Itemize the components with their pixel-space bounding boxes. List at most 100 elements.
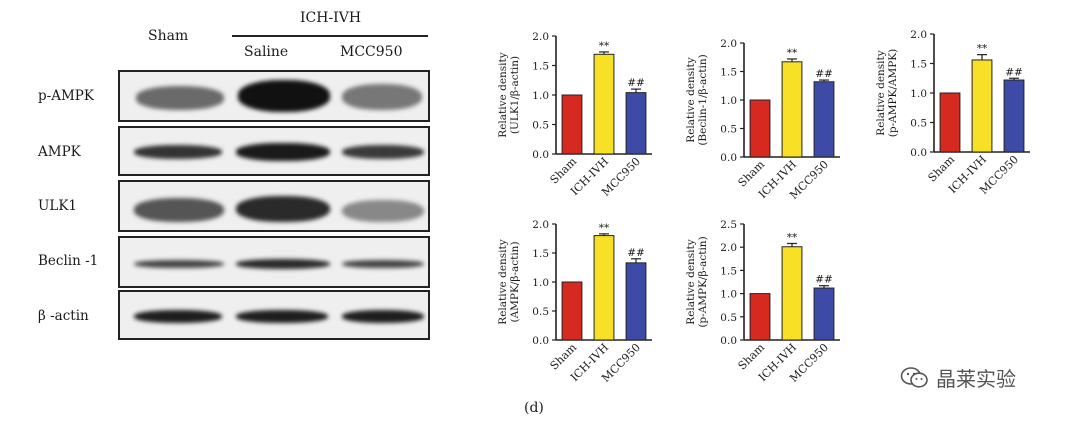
y-tick-label: 0.0 (910, 147, 927, 159)
bar (1003, 79, 1025, 153)
y-tick-label: 1.5 (532, 248, 549, 260)
y-tick-label: 1.5 (532, 61, 549, 73)
y-tick-label: 2.0 (532, 219, 549, 231)
band (236, 196, 330, 222)
significance-label: ** (977, 43, 988, 55)
bar-chart-svg: 0.0 0.5 1.0 1.5 2.0 Relative density (AMPK/β-a… (497, 219, 652, 385)
chart-p-ampk-beta-actin: 0.0 0.5 1.0 1.5 2.0 2.5 Relative density (p-AMP… (680, 216, 855, 400)
bar (781, 61, 803, 158)
significance-label: ## (627, 247, 645, 259)
bar (625, 262, 647, 341)
y-tick-label: 0.5 (720, 312, 737, 324)
chart-p-ampk-ampk: 0.0 0.5 1.0 1.5 2.0 Relative density (p-AMPK/A… (870, 26, 1045, 210)
bar (939, 92, 961, 153)
lane-label-saline: Saline (244, 44, 289, 60)
significance-label: ## (815, 68, 833, 80)
figure-caption: (d) (524, 400, 544, 416)
band (236, 310, 328, 323)
bar (593, 53, 615, 155)
y-tick-label: 0.5 (532, 306, 549, 318)
blot-beta-actin (118, 290, 430, 340)
bar-chart-svg: 0.0 0.5 1.0 1.5 2.0 Relative density (ULK1/β-a… (497, 31, 652, 199)
y-axis-label: Relative density (875, 50, 887, 135)
y-tick-label: 0.0 (720, 335, 737, 347)
bar (749, 99, 771, 158)
band (342, 200, 424, 222)
band (134, 145, 222, 159)
significance-label: ## (1005, 66, 1023, 78)
bar (625, 92, 647, 155)
y-tick-label: 2.5 (720, 219, 737, 231)
y-axis-label: (ULK1/β-actin) (509, 56, 521, 134)
band (342, 84, 422, 110)
band (134, 260, 224, 268)
band (236, 259, 330, 269)
blot-p-ampk (118, 70, 430, 122)
significance-label: ** (599, 222, 610, 234)
y-tick-label: 2.0 (532, 31, 549, 43)
y-tick-label: 0.5 (910, 118, 927, 130)
row-label-ampk: AMPK (38, 144, 81, 160)
band (238, 80, 330, 112)
bar (561, 281, 583, 341)
watermark-text: 晶莱实验 (936, 367, 1016, 391)
y-axis-label: (AMPK/β-actin) (509, 241, 521, 322)
chart-ampk: 0.0 0.5 1.0 1.5 2.0 Relative density (AMPK/β-a… (492, 216, 667, 400)
y-tick-label: 0.0 (532, 149, 549, 161)
y-tick-label: 0.0 (720, 152, 737, 164)
y-axis-label: Relative density (685, 57, 697, 142)
bar (593, 235, 615, 341)
row-label-ulk1: ULK1 (38, 198, 78, 214)
bar-chart-svg: 0.0 0.5 1.0 1.5 2.0 2.5 Relative density (p-AMP… (685, 219, 840, 385)
blot-ulk1 (118, 180, 430, 232)
western-blot-panel: Sham ICH-IVH Saline MCC950 p-AMPK AMPK U… (0, 0, 460, 425)
y-tick-label: 1.0 (720, 95, 737, 107)
y-tick-label: 1.5 (910, 59, 927, 71)
y-tick-label: 1.0 (532, 277, 549, 289)
significance-label: ## (627, 77, 645, 89)
y-axis-label: Relative density (685, 239, 697, 324)
band (136, 86, 224, 110)
blot-ampk (118, 126, 430, 176)
y-axis-label: Relative density (497, 239, 509, 324)
y-axis-label: (p-AMPK/β-actin) (697, 236, 709, 327)
significance-label: ** (787, 231, 798, 243)
bar (781, 246, 803, 341)
y-tick-label: 2.0 (910, 29, 927, 41)
band (342, 145, 424, 159)
chart-beclin-1: 0.0 0.5 1.0 1.5 2.0 Relative density (Beclin-1… (680, 35, 855, 217)
significance-label: ## (815, 274, 833, 286)
group-header-line (232, 35, 428, 37)
row-label-beta-actin: β -actin (38, 308, 89, 324)
wechat-icon (900, 366, 928, 388)
watermark: 晶莱实验 (900, 363, 1016, 392)
y-tick-label: 1.0 (910, 88, 927, 100)
y-tick-label: 2.0 (720, 242, 737, 254)
row-label-beclin-1: Beclin -1 (38, 253, 99, 269)
bar (971, 59, 993, 153)
significance-label: ** (787, 47, 798, 59)
lane-label-sham: Sham (148, 28, 189, 44)
band (134, 310, 222, 323)
group-header: ICH-IVH (300, 10, 362, 26)
y-tick-label: 1.0 (532, 90, 549, 102)
bar-chart-svg: 0.0 0.5 1.0 1.5 2.0 Relative density (Beclin-1… (685, 38, 840, 202)
y-tick-label: 2.0 (720, 38, 737, 50)
bar-chart-svg: 0.0 0.5 1.0 1.5 2.0 Relative density (p-AMPK/A… (875, 29, 1030, 197)
y-tick-label: 0.0 (532, 335, 549, 347)
y-axis-label: Relative density (497, 52, 509, 137)
bar (749, 293, 771, 341)
significance-label: ** (599, 40, 610, 52)
y-tick-label: 0.5 (532, 120, 549, 132)
bar (813, 287, 835, 341)
lane-label-mcc950: MCC950 (340, 44, 403, 60)
chart-ulk1: 0.0 0.5 1.0 1.5 2.0 Relative density (ULK1/β-a… (492, 28, 667, 212)
bar (561, 94, 583, 155)
bar (813, 81, 835, 158)
y-axis-label: (Beclin-1/β-actin) (697, 54, 709, 145)
y-tick-label: 1.5 (720, 265, 737, 277)
row-label-p-ampk: p-AMPK (38, 88, 94, 104)
y-axis-label: (p-AMPK/AMPK) (887, 49, 899, 138)
y-tick-label: 1.5 (720, 67, 737, 79)
y-tick-label: 1.0 (720, 289, 737, 301)
